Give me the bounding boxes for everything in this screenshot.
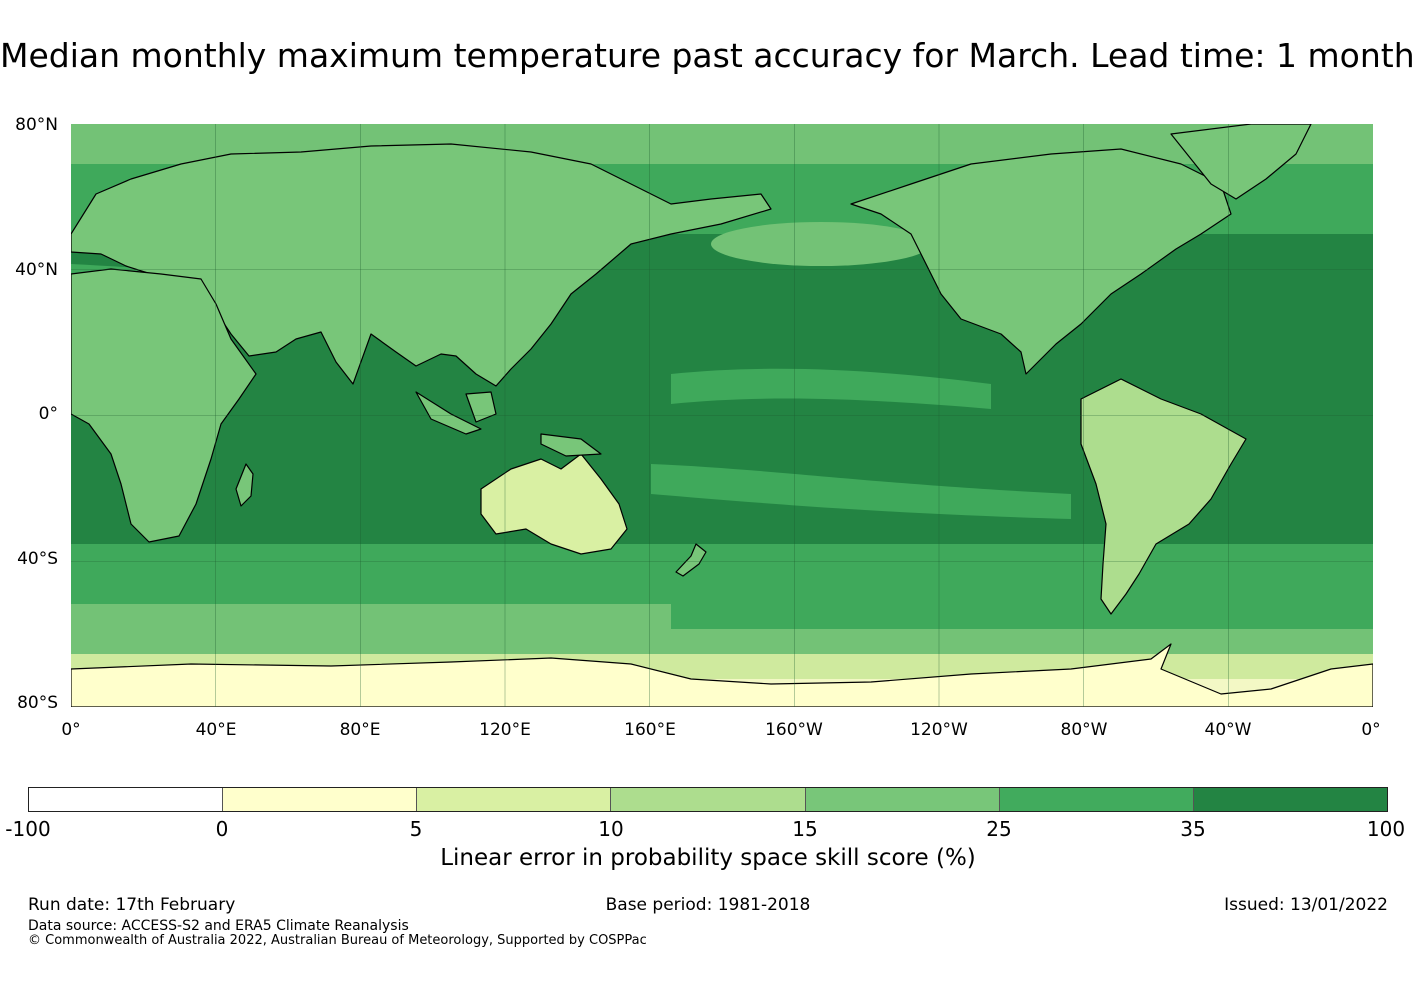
lon-label-160w: 160°W: [765, 720, 823, 740]
issued-date: Issued: 13/01/2022: [1224, 895, 1388, 915]
colorbar-segment-3: [417, 788, 612, 811]
lon-label-120w: 120°W: [910, 720, 968, 740]
colorbar-segment-7: [1193, 788, 1387, 811]
colorbar-segment-2: [223, 788, 418, 811]
colorbar-segment-4: [611, 788, 806, 811]
copyright: © Commonwealth of Australia 2022, Austra…: [28, 933, 647, 948]
madagascar: [235, 463, 254, 507]
lat-label-40s: 40°S: [17, 549, 58, 569]
colorbar-segment-5: [805, 788, 1000, 811]
lon-label-40e: 40°E: [195, 720, 237, 740]
lat-label-40n: 40°N: [15, 260, 58, 280]
lat-label-80s: 80°S: [17, 693, 58, 713]
run-date: Run date: 17th February: [28, 895, 236, 915]
data-source: Data source: ACCESS-S2 and ERA5 Climate …: [28, 918, 409, 934]
north-america: [850, 148, 1232, 375]
continents: [71, 124, 1373, 707]
skill-score-map: [71, 124, 1373, 707]
lat-label-equator: 0°: [38, 404, 58, 424]
south-america: [1080, 378, 1247, 615]
colorbar-tick-5: 25: [986, 817, 1012, 841]
colorbar-segment-1: [29, 788, 224, 811]
colorbar-tick-1: 0: [215, 817, 229, 841]
colorbar-tick-4: 15: [792, 817, 818, 841]
greenland: [1170, 124, 1312, 200]
australia: [480, 453, 628, 555]
lon-label-120e: 120°E: [479, 720, 531, 740]
lon-label-160e: 160°E: [624, 720, 676, 740]
graticule: [71, 124, 1373, 707]
base-period: Base period: 1981-2018: [605, 895, 811, 915]
eurasia: [71, 143, 772, 387]
new-zealand: [675, 543, 707, 577]
antarctica: [71, 643, 1373, 707]
colorbar-tick-7: 100: [1366, 817, 1406, 841]
lon-label-80w: 80°W: [1060, 720, 1108, 740]
borneo: [465, 391, 497, 423]
lat-label-80n: 80°N: [15, 115, 58, 135]
colorbar-segment-6: [999, 788, 1194, 811]
colorbar-tick-0: -100: [5, 817, 51, 841]
colorbar-tick-6: 35: [1180, 817, 1206, 841]
africa: [71, 268, 257, 543]
lon-label-0-right: 0°: [1361, 720, 1381, 740]
maritime-asia: [415, 391, 482, 435]
page-title: Median monthly maximum temperature past …: [0, 36, 1416, 75]
colorbar-tick-2: 5: [409, 817, 423, 841]
colorbar-label: Linear error in probability space skill …: [440, 845, 976, 871]
lon-label-0-left: 0°: [61, 720, 81, 740]
colorbar-tick-3: 10: [598, 817, 624, 841]
lon-label-80e: 80°E: [339, 720, 381, 740]
lon-label-40w: 40°W: [1204, 720, 1252, 740]
colorbar: [28, 787, 1388, 812]
new-guinea: [540, 433, 602, 457]
